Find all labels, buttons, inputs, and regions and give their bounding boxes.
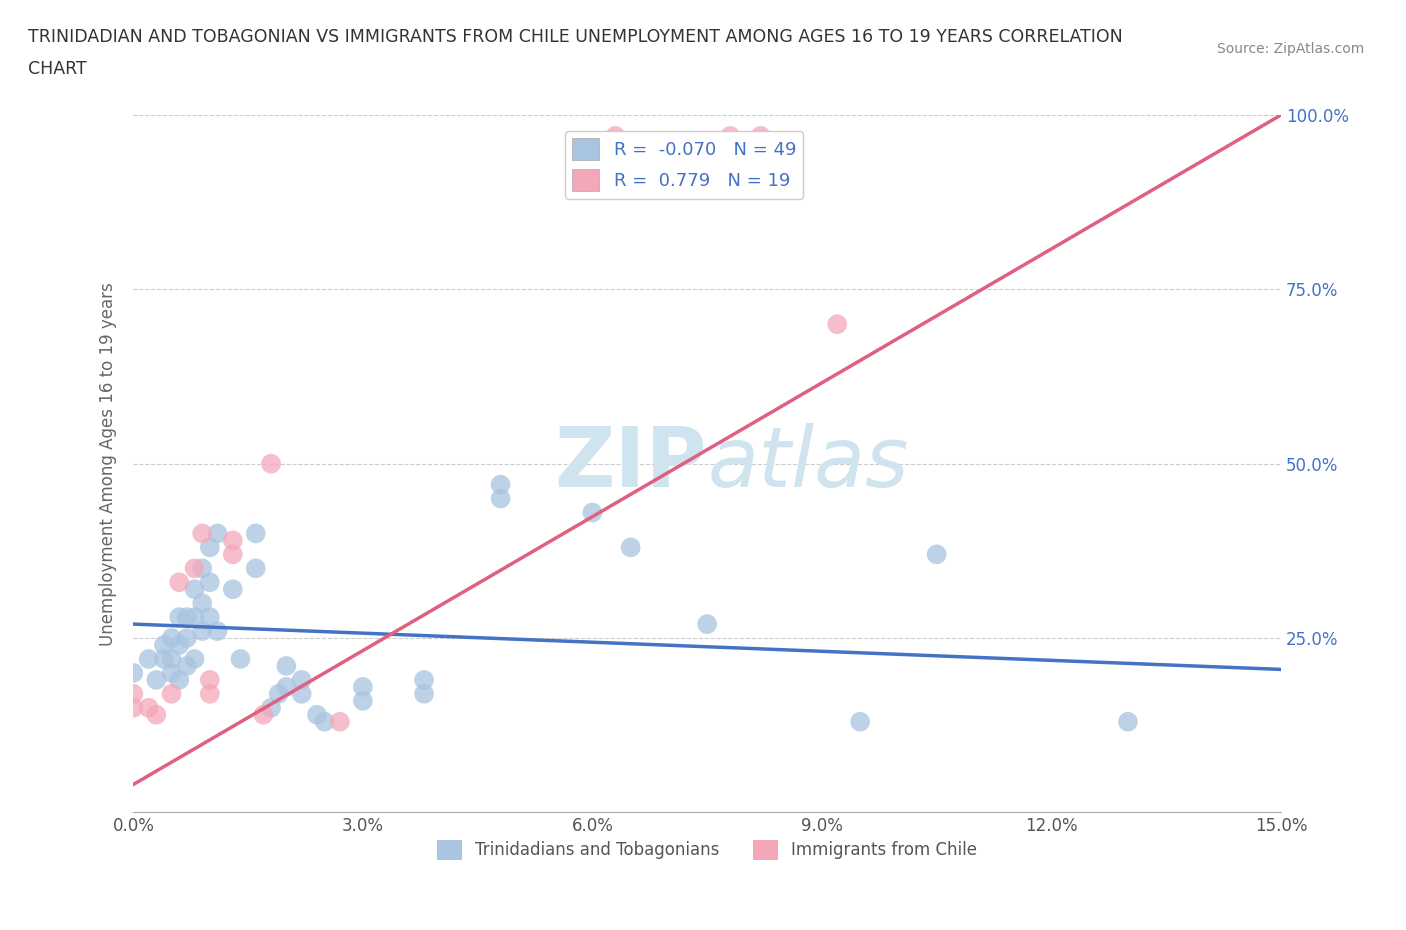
Point [222, 582, 245, 597]
Point [305, 708, 328, 723]
Point [260, 457, 283, 472]
Point [122, 666, 145, 681]
Point [198, 575, 221, 590]
Point [122, 700, 145, 715]
Point [291, 686, 314, 701]
Point [252, 708, 274, 723]
Point [267, 686, 290, 701]
Point [198, 540, 221, 555]
Point [198, 686, 221, 701]
Point [207, 624, 229, 639]
Point [352, 680, 374, 695]
Point [245, 526, 267, 541]
Point [413, 672, 436, 687]
Point [222, 533, 245, 548]
Point [352, 694, 374, 709]
Legend: Trinidadians and Tobagonians, Immigrants from Chile: Trinidadians and Tobagonians, Immigrants… [430, 833, 984, 867]
Point [749, 128, 772, 143]
Point [160, 652, 183, 667]
Point [314, 714, 336, 729]
Point [145, 672, 167, 687]
Point [160, 631, 183, 645]
Point [222, 547, 245, 562]
Point [329, 714, 352, 729]
Text: atlas: atlas [707, 423, 908, 504]
Point [489, 491, 512, 506]
Point [167, 575, 190, 590]
Point [167, 610, 190, 625]
Point [925, 547, 948, 562]
Point [581, 505, 603, 520]
Point [191, 526, 214, 541]
Point [489, 477, 512, 492]
Point [167, 672, 190, 687]
Point [849, 714, 872, 729]
Point [207, 526, 229, 541]
Text: CHART: CHART [28, 60, 87, 78]
Point [276, 658, 298, 673]
Point [191, 624, 214, 639]
Point [260, 700, 283, 715]
Y-axis label: Unemployment Among Ages 16 to 19 years: Unemployment Among Ages 16 to 19 years [100, 282, 117, 645]
Text: ZIP: ZIP [554, 423, 707, 504]
Point [183, 561, 205, 576]
Point [183, 582, 205, 597]
Text: TRINIDADIAN AND TOBAGONIAN VS IMMIGRANTS FROM CHILE UNEMPLOYMENT AMONG AGES 16 T: TRINIDADIAN AND TOBAGONIAN VS IMMIGRANTS… [28, 28, 1123, 46]
Point [198, 610, 221, 625]
Point [138, 700, 160, 715]
Point [1116, 714, 1139, 729]
Point [167, 638, 190, 653]
Point [160, 666, 183, 681]
Point [291, 672, 314, 687]
Point [413, 686, 436, 701]
Point [176, 610, 198, 625]
Point [183, 652, 205, 667]
Text: Source: ZipAtlas.com: Source: ZipAtlas.com [1216, 42, 1364, 56]
Point [191, 561, 214, 576]
Point [825, 317, 848, 332]
Point [191, 596, 214, 611]
Point [229, 652, 252, 667]
Point [153, 652, 176, 667]
Point [620, 540, 643, 555]
Point [198, 672, 221, 687]
Point [122, 686, 145, 701]
Point [176, 631, 198, 645]
Point [276, 680, 298, 695]
Point [696, 617, 718, 631]
Point [160, 686, 183, 701]
Point [153, 638, 176, 653]
Point [183, 610, 205, 625]
Point [176, 658, 198, 673]
Point [145, 708, 167, 723]
Point [605, 128, 627, 143]
Point [138, 652, 160, 667]
Point [718, 128, 741, 143]
Point [245, 561, 267, 576]
